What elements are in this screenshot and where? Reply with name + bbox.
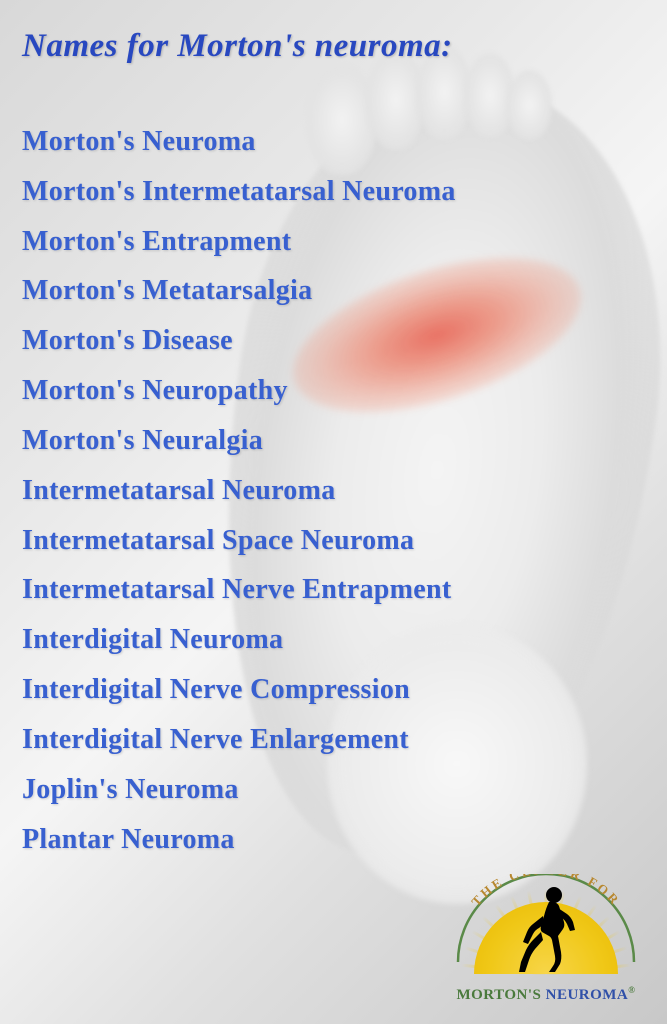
list-item: Joplin's Neuroma bbox=[22, 765, 645, 815]
logo-word-2: NEUROMA bbox=[546, 987, 629, 1003]
list-item: Interdigital Nerve Compression bbox=[22, 665, 645, 715]
brand-logo: THE CENTER FOR MORTON'S NEUROMA® bbox=[441, 858, 651, 1008]
names-list: Morton's NeuromaMorton's Intermetatarsal… bbox=[22, 117, 645, 864]
content-area: Names for Morton's neuroma: Morton's Neu… bbox=[0, 0, 667, 884]
list-item: Intermetatarsal Neuroma bbox=[22, 466, 645, 516]
list-item: Morton's Neuropathy bbox=[22, 366, 645, 416]
list-item: Morton's Entrapment bbox=[22, 217, 645, 267]
list-item: Morton's Intermetatarsal Neuroma bbox=[22, 167, 645, 217]
list-item: Morton's Disease bbox=[22, 316, 645, 366]
runner-icon bbox=[511, 884, 581, 974]
list-item: Morton's Metatarsalgia bbox=[22, 266, 645, 316]
logo-word-1: MORTON'S bbox=[456, 987, 541, 1003]
list-item: Interdigital Neuroma bbox=[22, 615, 645, 665]
list-item: Morton's Neuralgia bbox=[22, 416, 645, 466]
logo-brand-text: MORTON'S NEUROMA® bbox=[441, 985, 651, 1004]
list-item: Intermetatarsal Nerve Entrapment bbox=[22, 565, 645, 615]
list-item: Morton's Neuroma bbox=[22, 117, 645, 167]
list-item: Plantar Neuroma bbox=[22, 815, 645, 865]
list-item: Intermetatarsal Space Neuroma bbox=[22, 516, 645, 566]
page-title: Names for Morton's neuroma: bbox=[22, 28, 645, 65]
list-item: Interdigital Nerve Enlargement bbox=[22, 715, 645, 765]
